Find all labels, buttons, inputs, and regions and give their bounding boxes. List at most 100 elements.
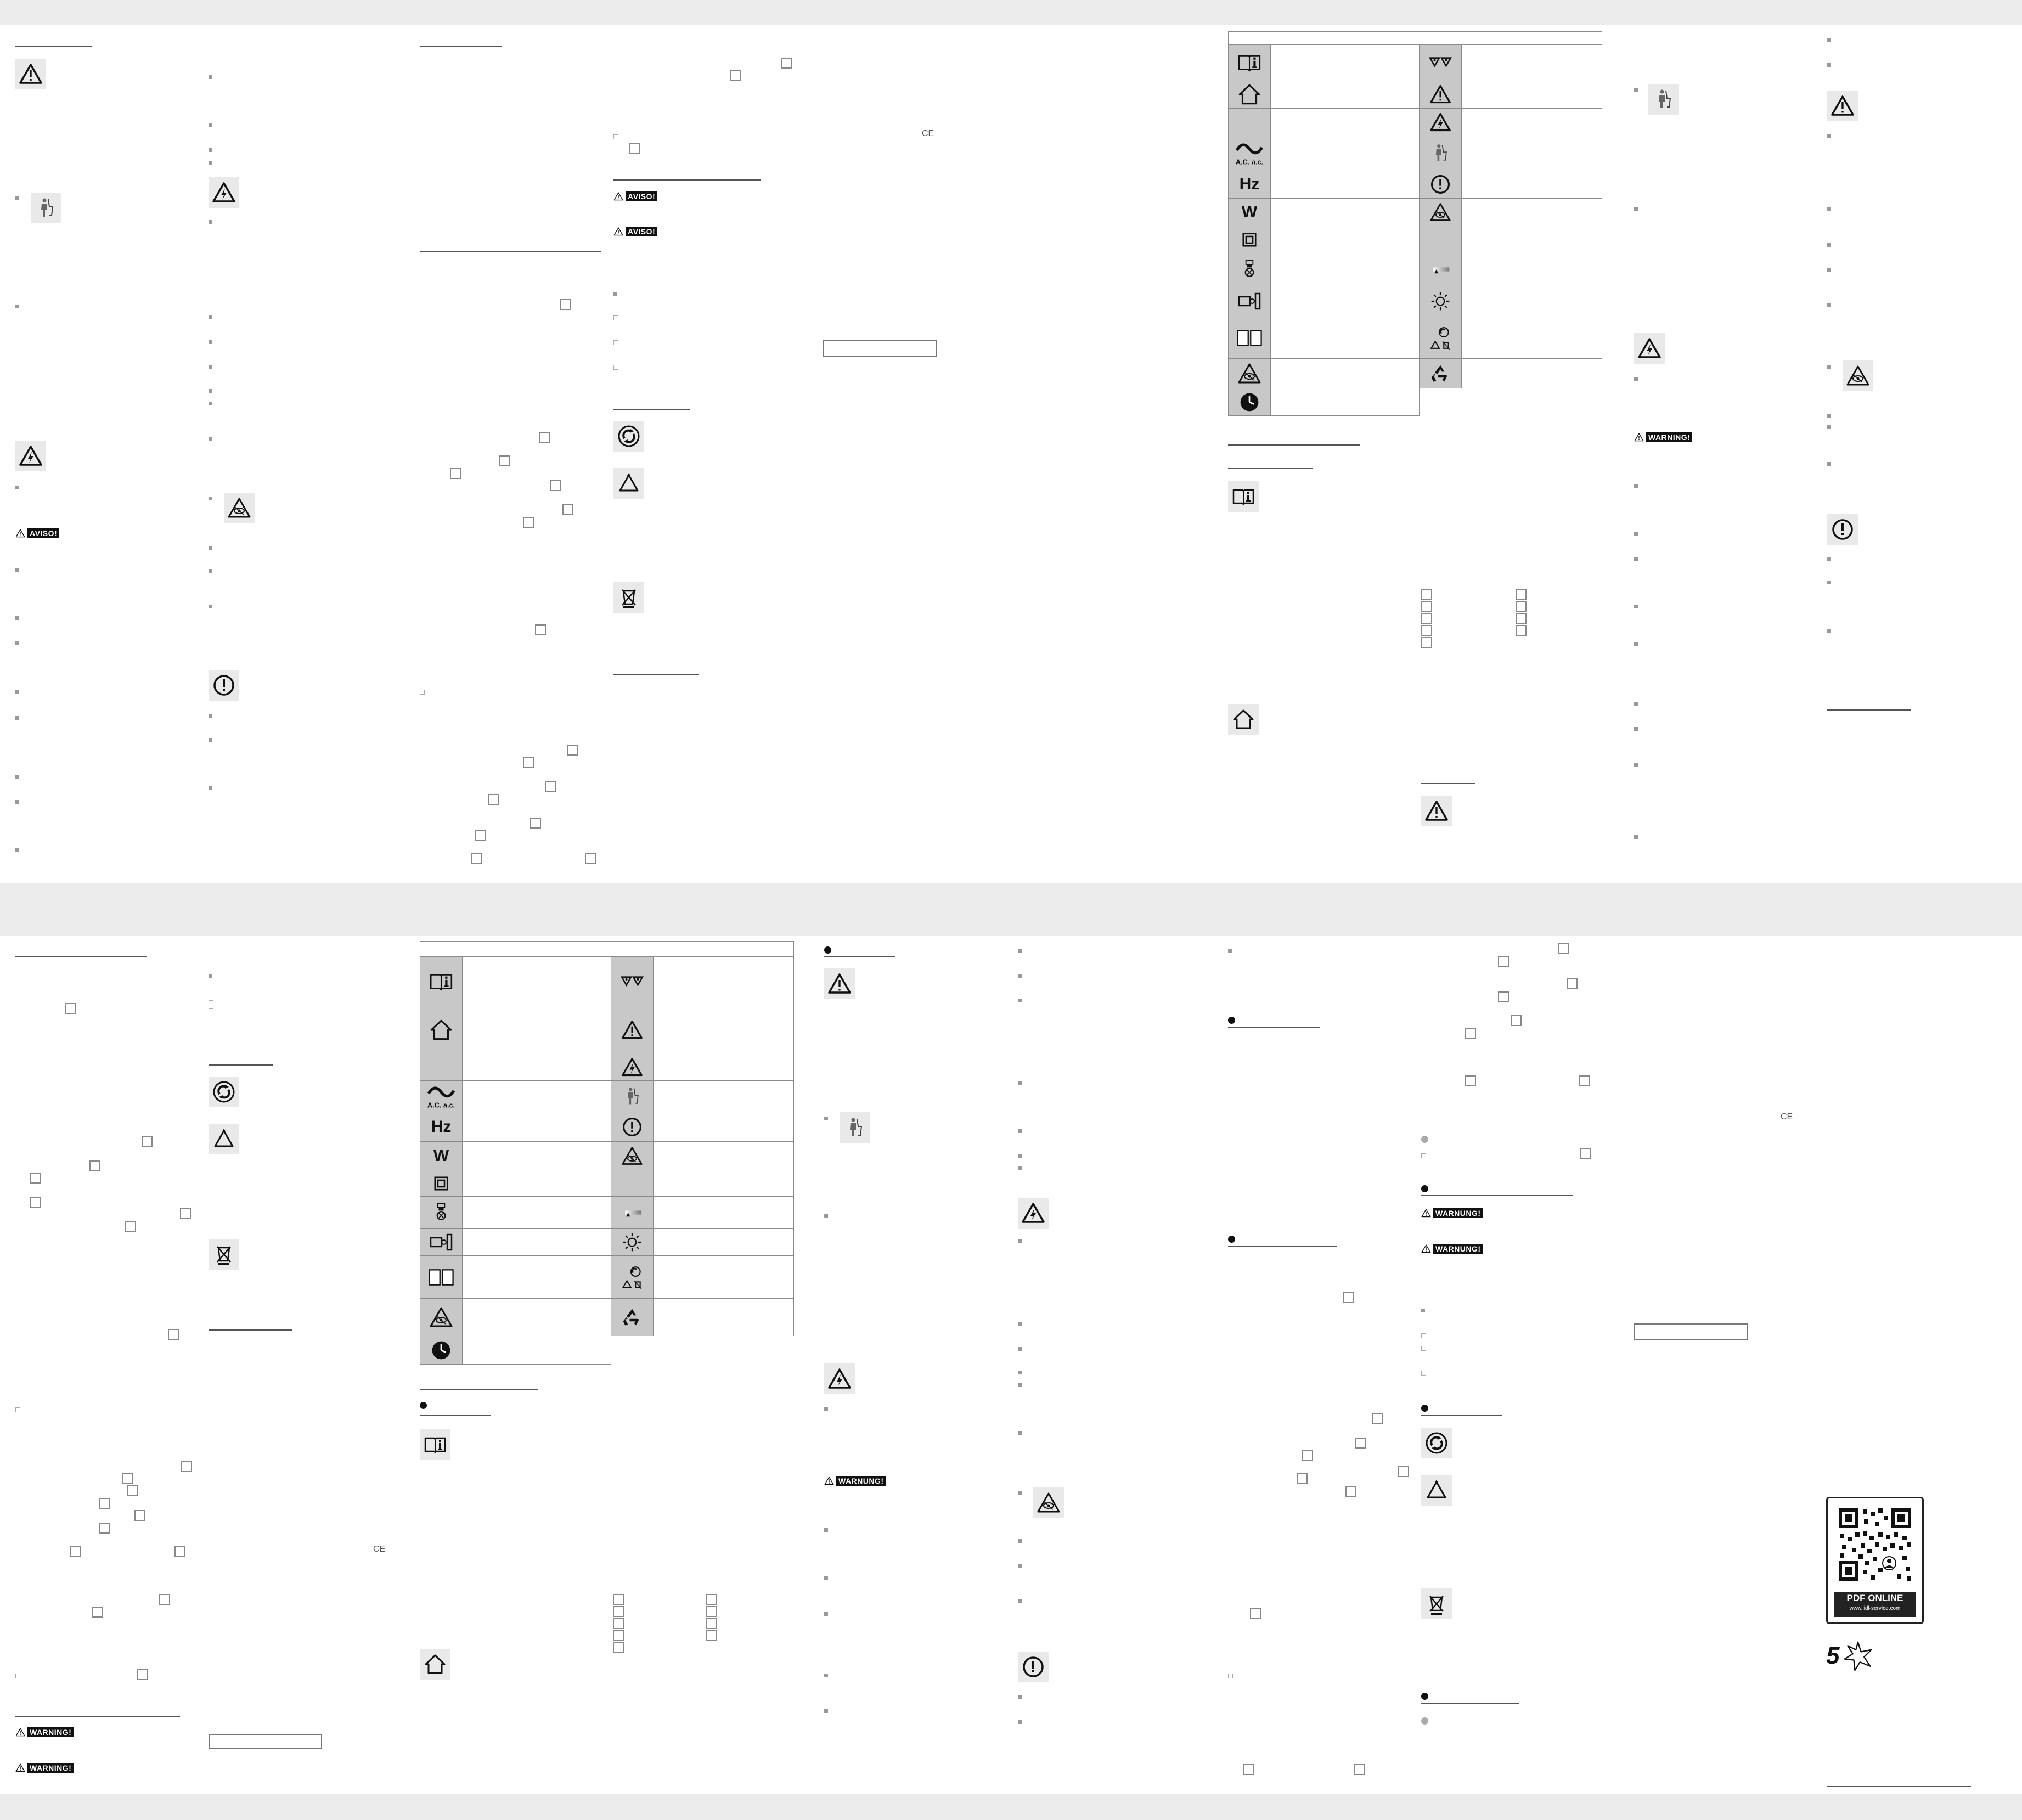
list-bullet <box>209 123 212 127</box>
list-bullet <box>1228 949 1232 953</box>
small-bullet <box>613 315 618 320</box>
checkbox <box>1516 589 1527 600</box>
warning-label: AVISO! <box>613 227 658 236</box>
symbol-table: Hz W <box>420 941 794 1365</box>
section-rule <box>420 1415 491 1416</box>
list-bullet <box>1018 1154 1022 1158</box>
checkbox <box>567 745 578 756</box>
list-bullet <box>1634 642 1638 646</box>
child-hazard-icon <box>31 193 61 223</box>
led-light-icon <box>611 1196 654 1229</box>
eye-hazard-icon <box>611 1141 654 1170</box>
warning-triangle-icon <box>611 1006 654 1053</box>
warning-text: WARNING! <box>27 1727 74 1737</box>
green-dot-recycling-icon <box>613 421 644 452</box>
checkbox <box>539 432 550 443</box>
checkbox <box>613 1606 624 1617</box>
list-bullet <box>1827 303 1831 307</box>
small-bullet <box>1421 1346 1426 1351</box>
list-bullet <box>1827 414 1831 418</box>
manual-page-bottom: WARNING! WARNING! CE Hz W <box>0 936 2022 1794</box>
list-bullet <box>1827 557 1831 561</box>
list-bullet <box>824 1407 828 1411</box>
list-bullet <box>1018 999 1022 1002</box>
checkbox <box>122 1473 133 1484</box>
list-bullet <box>1827 629 1831 633</box>
small-bullet <box>209 1021 213 1025</box>
section-rule <box>1228 1246 1337 1247</box>
checkbox <box>535 624 546 635</box>
list-bullet <box>824 1576 828 1580</box>
checkbox <box>1297 1473 1308 1484</box>
checkbox <box>127 1485 138 1496</box>
eye-hazard-icon <box>1843 360 1873 391</box>
list-bullet <box>15 486 19 489</box>
section-dot <box>1421 1405 1428 1412</box>
indoor-use-house-icon <box>1228 80 1271 109</box>
led-light-icon <box>1419 253 1462 285</box>
text-box <box>209 1734 322 1749</box>
checkbox <box>92 1607 103 1618</box>
list-bullet <box>1634 763 1638 767</box>
electric-hazard-icon <box>824 1363 855 1394</box>
list-bullet <box>209 389 212 393</box>
list-bullet <box>209 340 212 344</box>
checkbox <box>142 1136 153 1147</box>
recycle-arrows-icon <box>1419 358 1462 388</box>
section-dot <box>824 946 831 954</box>
checkbox <box>1302 1450 1313 1461</box>
checkbox <box>629 143 640 154</box>
list-bullet <box>209 437 212 441</box>
list-bullet <box>824 1674 828 1677</box>
checkbox <box>1250 1608 1261 1619</box>
hertz-symbol: Hz <box>431 1117 452 1136</box>
list-bullet <box>1018 1129 1022 1133</box>
child-hazard-icon <box>1648 84 1679 115</box>
indoor-use-house-icon <box>420 1006 463 1053</box>
section-rule <box>15 956 147 957</box>
section-rule <box>420 46 502 47</box>
pdf-online-url: www.lidl-service.com <box>1849 1605 1901 1611</box>
recycle-arrows-icon <box>611 1298 654 1336</box>
small-bullet <box>613 134 618 139</box>
warning-label: WARNUNG! <box>1421 1244 1483 1254</box>
small-bullet <box>209 996 213 1001</box>
list-bullet <box>1018 1695 1022 1699</box>
checkbox <box>1516 613 1527 624</box>
checkbox <box>523 757 534 768</box>
checkbox <box>781 58 792 69</box>
checkbox <box>1345 1486 1356 1497</box>
list-bullet <box>1827 134 1831 138</box>
list-bullet <box>1827 462 1831 466</box>
electric-hazard-icon <box>15 441 46 471</box>
list-bullet <box>209 738 212 742</box>
section-rule <box>613 674 699 675</box>
section-dot <box>420 1402 427 1409</box>
list-bullet <box>1018 949 1022 953</box>
child-hazard-icon <box>1419 136 1462 170</box>
section-dot <box>1228 1236 1235 1243</box>
checkbox <box>1558 943 1569 954</box>
manual-info-icon <box>1228 481 1259 512</box>
checkbox <box>89 1160 100 1171</box>
warning-text: AVISO! <box>626 227 658 236</box>
checkbox <box>1343 1292 1354 1303</box>
ce-mark: CE <box>1781 1112 1793 1122</box>
manual-info-icon <box>420 1429 450 1460</box>
green-dot-weee-icon <box>1419 317 1462 359</box>
double-box-icon <box>1228 317 1271 359</box>
grey-dot <box>1421 1136 1428 1143</box>
five-star-mark: 5 <box>1826 1641 1873 1671</box>
checkbox <box>706 1630 717 1641</box>
checkbox <box>30 1197 41 1208</box>
checkbox <box>1498 991 1509 1002</box>
section-rule <box>1228 1027 1320 1028</box>
section-dot <box>1228 1017 1235 1024</box>
section-rule <box>15 1716 180 1717</box>
eye-hazard-icon <box>1033 1487 1064 1518</box>
warning-triangle-icon <box>824 968 855 999</box>
list-bullet <box>1018 1166 1022 1170</box>
text-box <box>1634 1323 1748 1340</box>
checkbox <box>1421 625 1432 636</box>
pdf-online-qr-code[interactable]: PDF ONLINE www.lidl-service.com <box>1826 1497 1924 1624</box>
